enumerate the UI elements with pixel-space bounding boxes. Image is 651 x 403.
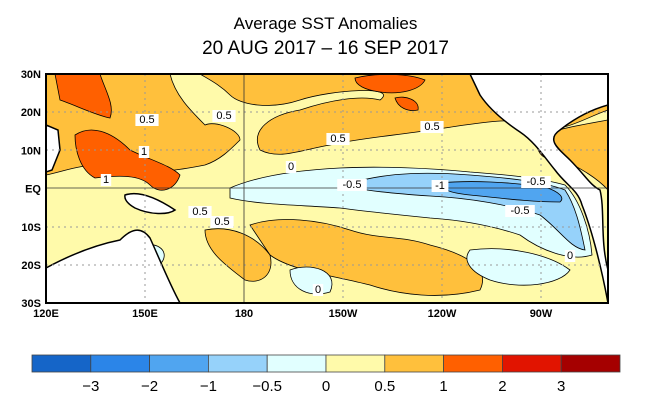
contour-label: 0.5 [330, 133, 345, 145]
lat-label: EQ [25, 184, 41, 196]
colorbar-swatch [443, 354, 503, 373]
lon-label: 120W [428, 308, 457, 320]
contour-label: -0.5 [343, 179, 362, 191]
colorbar-label: −0.5 [252, 378, 282, 395]
colorbar-label: 0 [322, 378, 330, 395]
lon-label: 150W [329, 308, 358, 320]
contour-label: 0 [315, 284, 321, 296]
contour-label: -0.5 [527, 176, 546, 188]
contour-label: 0.5 [192, 206, 207, 218]
anomaly-0.5-1 [204, 228, 272, 282]
colorbar-swatch [560, 354, 621, 373]
colorbar-swatch [207, 354, 268, 373]
lon-label: 150E [132, 308, 158, 320]
lat-label: 10S [21, 222, 41, 234]
colorbar-label: 3 [557, 378, 565, 395]
contour-label: 1 [141, 146, 147, 158]
land-new-guinea [124, 193, 177, 215]
contour-label: 0.5 [216, 110, 231, 122]
colorbar-label: −2 [141, 378, 158, 395]
lon-label: 90W [530, 308, 553, 320]
contour-label: 0 [567, 250, 573, 262]
colorbar-swatch [149, 354, 209, 373]
colorbar-swatch [325, 354, 386, 373]
lat-label: 30N [21, 69, 41, 81]
contour-label: -0.5 [511, 205, 530, 217]
lat-label: 20N [21, 107, 41, 119]
contour-label: 0.5 [214, 216, 229, 228]
colorbar-swatch [31, 354, 92, 373]
lat-label: 20S [21, 260, 41, 272]
contour-label: 0 [288, 161, 294, 173]
colorbar-label: 1 [439, 378, 447, 395]
anomaly-neg0.5-0 [466, 248, 571, 286]
contour-label: 1 [103, 174, 109, 186]
land-americas [469, 74, 608, 303]
map-frame [45, 73, 609, 304]
colorbar-label: 0.5 [374, 378, 395, 395]
colorbar-swatch [384, 354, 444, 373]
colorbar-swatch [90, 354, 151, 373]
colorbar-swatch [266, 354, 327, 373]
land-philippines [46, 124, 61, 173]
lat-label: 10N [21, 145, 41, 157]
anomaly-1-2 [54, 74, 112, 119]
lat-label: 30S [21, 298, 41, 310]
lon-label: 120E [33, 308, 59, 320]
chart-title: Average SST Anomalies [233, 14, 418, 33]
contour-label: 0.5 [139, 114, 154, 126]
colorbar-label: −3 [82, 378, 99, 395]
colorbar-swatch [501, 354, 562, 373]
colorbar-label: 2 [498, 378, 506, 395]
chart-subtitle: 20 AUG 2017 – 16 SEP 2017 [202, 38, 449, 59]
contour-label: -1 [435, 180, 445, 192]
anomaly-1-2 [394, 96, 419, 111]
land-australia [46, 229, 181, 303]
colorbar-label: −1 [200, 378, 217, 395]
lon-label: 180 [235, 308, 253, 320]
contour-label: 0.5 [424, 121, 439, 133]
